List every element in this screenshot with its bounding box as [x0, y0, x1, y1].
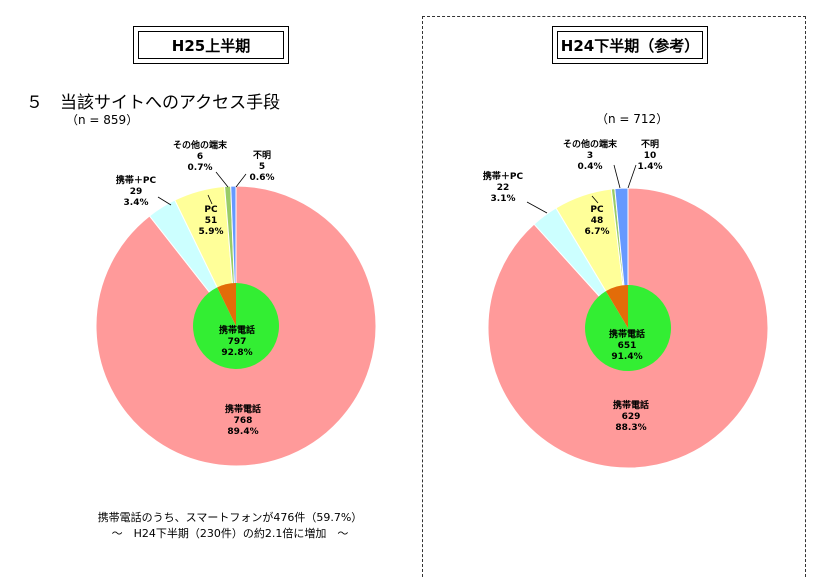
left-label-unknown-name: 不明 [252, 151, 271, 161]
smartphone-note-line2: ～ H24下半期（230件）の約2.1倍に増加 ～ [111, 527, 349, 540]
right-label-mobile-percent: 88.3% [615, 423, 647, 433]
right-leader-line [613, 164, 621, 189]
left-label-inner-mobile: 携帯電話 797 92.8% [207, 326, 267, 359]
left-label-inner-count: 797 [227, 337, 247, 347]
right-label-inner-mobile: 携帯電話 651 91.4% [597, 330, 657, 363]
left-label-mobile-pc: 携帯＋PC 29 3.4% [106, 176, 166, 209]
right-n-label: （n = 712） [596, 112, 669, 126]
left-label-unknown-percent: 0.6% [249, 173, 275, 183]
left-leader-line [215, 171, 229, 188]
right-inner-slice-mobile [585, 285, 672, 371]
smartphone-note-line1: 携帯電話のうち、スマートフォンが476件（59.7%） [97, 511, 363, 524]
left-label-mobile-name: 携帯電話 [224, 405, 261, 415]
left-pie-chart [95, 171, 377, 467]
right-label-unknown: 不明 10 1.4% [630, 140, 670, 173]
right-leader-line [526, 201, 548, 214]
right-pie-chart [487, 164, 769, 469]
right-label-other-percent: 0.4% [577, 162, 603, 172]
right-label-inner-count: 651 [617, 341, 637, 351]
left-label-mobile-pc-name: 携帯＋PC [115, 176, 157, 186]
left-label-mobile-percent: 89.4% [227, 427, 259, 437]
left-label-inner-name: 携帯電話 [218, 326, 255, 336]
left-period-header-label: H25上半期 [138, 31, 284, 59]
left-label-pc-count: 51 [204, 216, 218, 226]
smartphone-note: 携帯電話のうち、スマートフォンが476件（59.7%） ～ H24下半期（230… [70, 510, 390, 542]
right-leader-line [627, 164, 637, 189]
section-title: ５ 当該サイトへのアクセス手段 [26, 93, 281, 113]
left-label-other-count: 6 [196, 152, 204, 162]
left-label-inner-percent: 92.8% [221, 348, 253, 358]
left-label-pc-percent: 5.9% [198, 227, 224, 237]
right-label-mobile-pc-name: 携帯＋PC [482, 172, 524, 182]
left-label-pc-name: PC [204, 205, 218, 215]
right-label-inner-name: 携帯電話 [608, 330, 645, 340]
left-inner-slice-other [217, 283, 236, 326]
right-label-pc-name: PC [590, 205, 604, 215]
left-label-pc: PC 51 5.9% [191, 205, 231, 238]
right-label-mobile-pc-percent: 3.1% [490, 194, 516, 204]
right-label-mobile-count: 629 [621, 412, 641, 422]
left-label-other: その他の端末 6 0.7% [150, 141, 250, 174]
right-label-pc-count: 48 [590, 216, 604, 226]
left-leader-line [235, 173, 247, 188]
right-label-pc: PC 48 6.7% [577, 205, 617, 238]
right-label-other: その他の端末 3 0.4% [540, 140, 640, 173]
right-label-other-name: その他の端末 [562, 140, 617, 150]
left-label-mobile: 携帯電話 768 89.4% [213, 405, 273, 438]
right-label-mobile: 携帯電話 629 88.3% [601, 401, 661, 434]
right-inner-slice-other [605, 285, 628, 328]
left-label-unknown: 不明 5 0.6% [242, 151, 282, 184]
right-period-header-label: H24下半期（参考） [557, 31, 703, 59]
right-label-mobile-pc: 携帯＋PC 22 3.1% [473, 172, 533, 205]
left-inner-slice-mobile [193, 283, 280, 369]
left-label-other-percent: 0.7% [187, 163, 213, 173]
left-leader-line [207, 194, 213, 205]
right-label-inner-percent: 91.4% [611, 352, 643, 362]
left-leader-line [157, 196, 172, 206]
left-label-other-name: その他の端末 [172, 141, 227, 151]
left-label-unknown-count: 5 [258, 162, 266, 172]
right-label-other-count: 3 [586, 151, 594, 161]
reference-panel-border [422, 16, 806, 577]
left-n-label: （n = 859） [66, 113, 139, 127]
left-period-header: H25上半期 [133, 26, 289, 64]
right-period-header: H24下半期（参考） [552, 26, 708, 64]
right-label-mobile-name: 携帯電話 [612, 401, 649, 411]
left-label-mobile-count: 768 [233, 416, 253, 426]
left-label-mobile-pc-count: 29 [129, 187, 143, 197]
left-label-mobile-pc-percent: 3.4% [123, 198, 149, 208]
right-label-pc-percent: 6.7% [584, 227, 610, 237]
right-leader-line [591, 195, 599, 204]
right-label-unknown-count: 10 [643, 151, 657, 161]
right-label-unknown-name: 不明 [640, 140, 659, 150]
right-label-mobile-pc-count: 22 [496, 183, 510, 193]
right-label-unknown-percent: 1.4% [637, 162, 663, 172]
